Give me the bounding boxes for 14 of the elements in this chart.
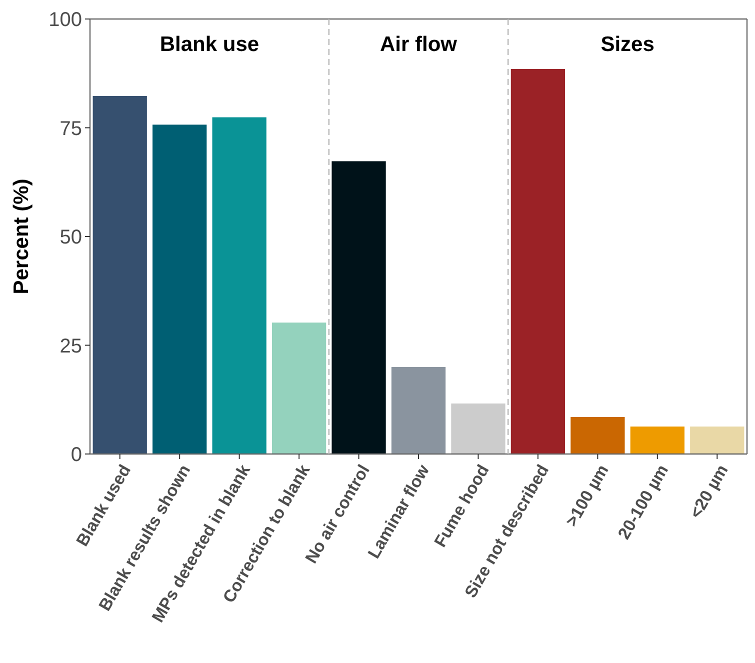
text: Air flow (380, 33, 458, 56)
bar (152, 124, 208, 454)
y-axis-title: Percent (%) (10, 178, 33, 294)
y-tick-label: 75 (60, 118, 82, 140)
x-tick-label: <20 µm (686, 461, 732, 522)
text: Blank use (160, 33, 260, 56)
bar (271, 322, 327, 454)
text: Sizes (600, 33, 654, 56)
y-tick-label: 100 (48, 9, 82, 31)
bar (92, 95, 148, 454)
y-tick-label: 25 (60, 335, 82, 358)
bar (211, 116, 268, 454)
y-tick-label: 50 (60, 226, 82, 248)
y-tick-label: 0 (70, 444, 82, 466)
